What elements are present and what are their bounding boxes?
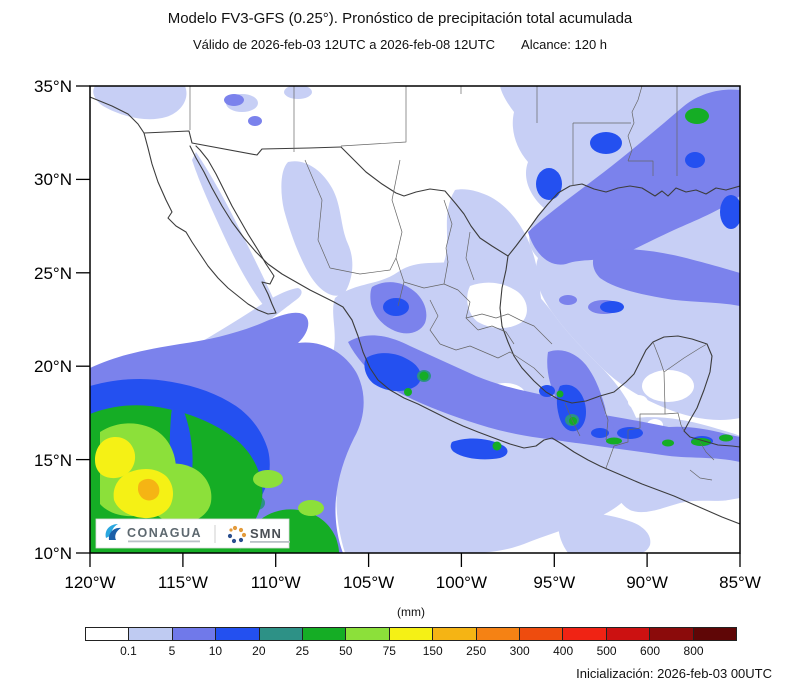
lat-tick-label: 35°N [34,77,72,96]
legend-tick-label: 75 [382,644,396,658]
legend-cell [520,628,564,640]
legend-cell [563,628,607,640]
lat-tick-label: 25°N [34,264,72,283]
lat-tick-label: 15°N [34,451,72,470]
legend-tick-label: 0.1 [120,644,137,658]
lon-tick-label: 115°W [158,573,208,592]
precipitation-field: CONAGUA SMN [90,86,740,553]
legend-cell [86,628,130,640]
legend-tick-label: 5 [168,644,176,658]
lon-tick-label: 95°W [533,573,575,592]
map-frame [89,85,741,554]
legend-tick-label: 20 [252,644,266,658]
legend-cell [259,628,304,640]
legend-bar [85,627,737,641]
lat-tick-label: 30°N [34,170,72,189]
legend-tick-label: 800 [683,644,704,658]
smn-logo-text: SMN [250,526,282,541]
legend-cell [433,628,477,640]
initialization-label: Inicialización: 2026-feb-03 00UTC [576,666,772,681]
conagua-logo-text: CONAGUA [127,526,202,540]
logos-box: CONAGUA SMN [95,518,290,549]
lon-tick-label: 105°W [343,573,394,592]
legend-cell [216,628,260,640]
lon-tick-label: 85°W [719,573,761,592]
legend-cell [606,628,651,640]
legend-cell [476,628,521,640]
legend-tick-label: 25 [295,644,310,658]
lat-tick-label: 20°N [34,357,72,376]
legend-cell [303,628,347,640]
legend-tick-label: 400 [553,644,574,658]
legend-tick-label: 600 [640,644,661,658]
smn-logo: SMN [227,525,290,544]
page-subtitle: Válido de 2026-feb-03 12UTC a 2026-feb-0… [0,37,800,52]
legend-cell [650,628,694,640]
legend-tick-label: 150 [422,644,443,658]
page-title: Modelo FV3-GFS (0.25°). Pronóstico de pr… [167,10,633,27]
valid-range-text: Válido de 2026-feb-03 12UTC a 2026-feb-0… [192,37,496,52]
legend-tick-label: 10 [208,644,223,658]
conagua-logo: CONAGUA [105,524,202,543]
lat-axis-labels: 35°N 30°N 25°N 20°N 15°N 10°N [34,77,72,563]
legend-tick-label: 250 [466,644,487,658]
legend-cell [346,628,390,640]
forecast-length-text: Alcance: 120 h [521,37,608,52]
legend-tick-label: 300 [509,644,530,658]
legend [85,627,737,641]
axis-ticks [76,85,741,567]
lon-tick-label: 100°W [436,573,487,592]
lon-tick-label: 90°W [626,573,668,592]
legend-tick-label: 500 [596,644,617,658]
legend-tick-label: 50 [339,644,353,658]
state-borders [189,86,715,481]
legend-labels: 0.1 5 10 20 25 50 75 150 250 300 400 500 600 800 [85,644,737,660]
lat-tick-label: 10°N [34,544,72,563]
legend-cell [389,628,434,640]
legend-cell [172,628,217,640]
lon-axis-labels: 120°W 115°W 110°W 105°W 100°W 95°W 90°W … [64,573,760,592]
lon-tick-label: 110°W [251,573,301,592]
lon-tick-label: 120°W [64,573,115,592]
legend-cell [129,628,173,640]
legend-cell [693,628,737,640]
legend-units-label: (mm) [397,605,425,619]
coastline [90,96,740,525]
